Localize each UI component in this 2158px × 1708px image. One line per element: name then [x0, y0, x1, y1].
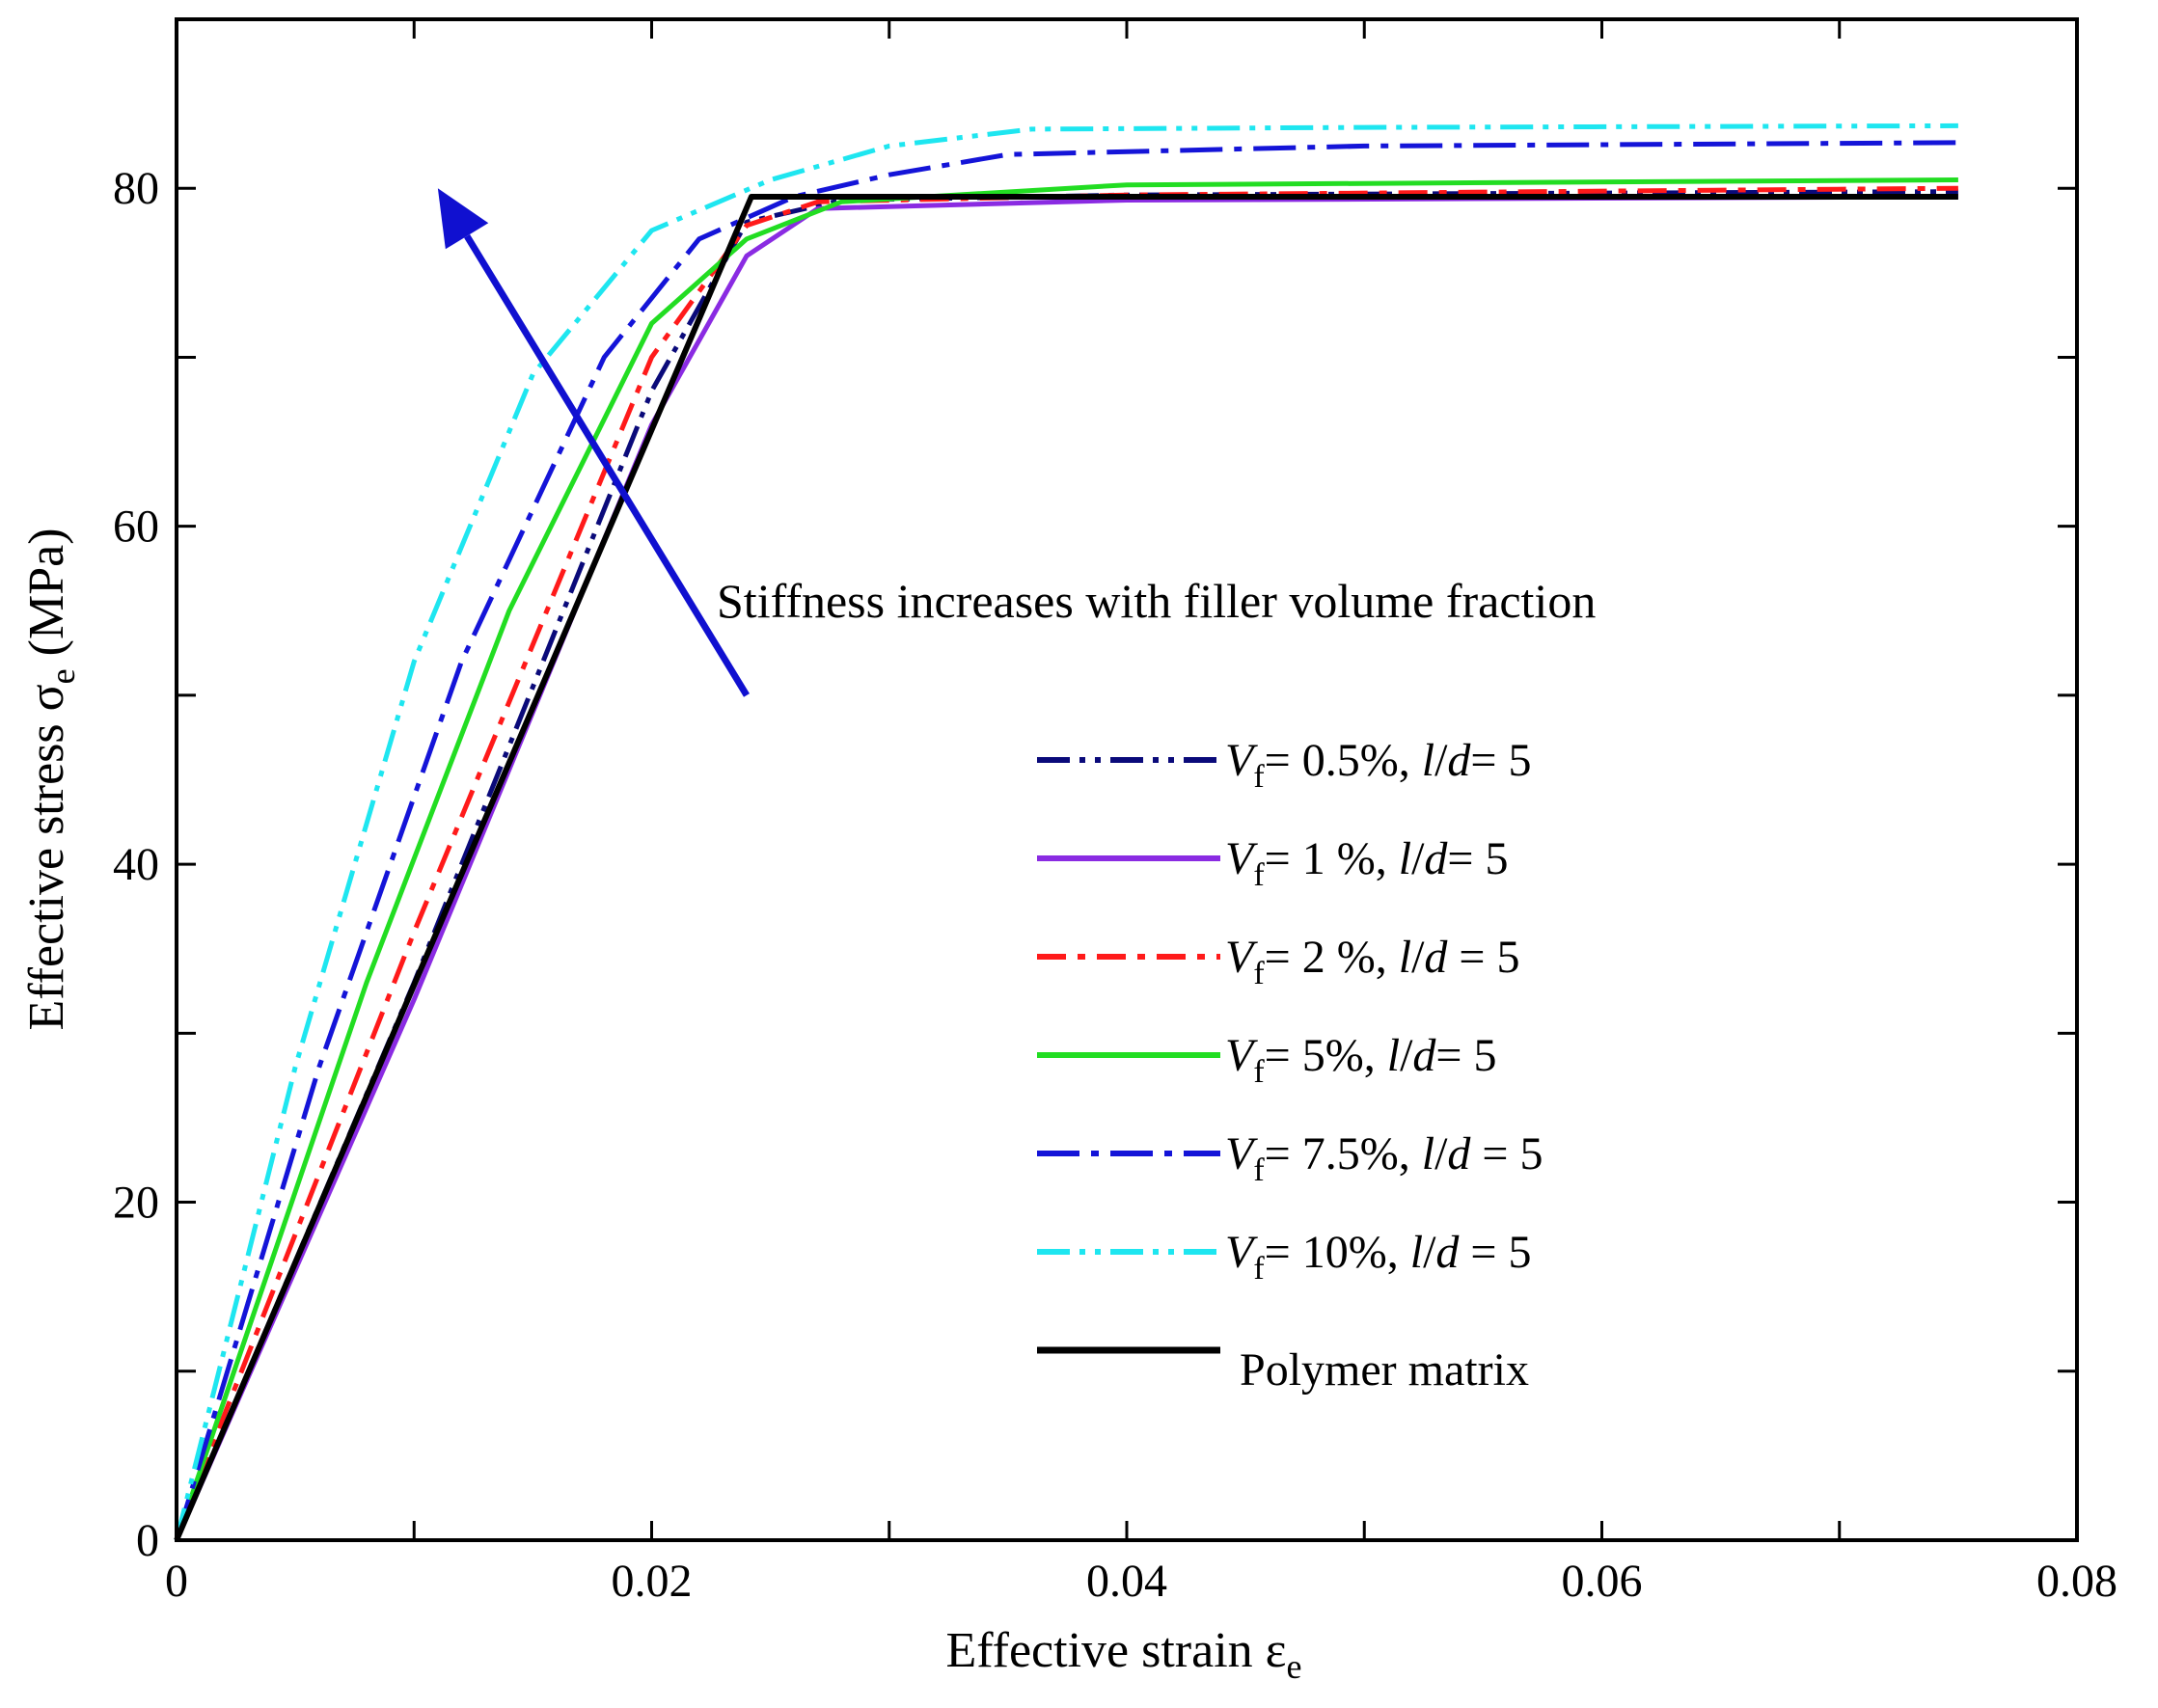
series-layer — [174, 122, 1958, 1542]
y-tick-label: 60 — [113, 502, 159, 553]
legend: Vf= 0.5%, l/d= 5 Vf= 1 %, l/d= 5 Vf= 2 %, … — [1037, 735, 1543, 1396]
y-axis-title: Effective stress σe (MPa) — [19, 528, 82, 1030]
legend-entry: Vf= 1 %, l/d= 5 — [1225, 833, 1508, 893]
legend-entry: Vf= 5%, l/d= 5 — [1225, 1030, 1496, 1090]
y-tick-label: 20 — [113, 1178, 159, 1229]
x-tick-label: 0.04 — [1086, 1556, 1167, 1607]
legend-entry: Vf= 0.5%, l/d= 5 — [1225, 735, 1531, 795]
axis-ticks: 0 0.02 0.04 0.06 0.08 0 20 40 60 80 — [113, 17, 2117, 1607]
series-line — [174, 185, 1958, 1541]
series-line — [174, 177, 1958, 1541]
x-tick-label: 0 — [165, 1556, 188, 1607]
x-tick-label: 0.08 — [2036, 1556, 2117, 1607]
arrow-shaft — [464, 233, 750, 697]
legend-entry: Vf= 2 %, l/d = 5 — [1225, 932, 1519, 991]
x-tick-label: 0.06 — [1562, 1556, 1643, 1607]
series-line — [174, 194, 1958, 1542]
legend-entry: Vf= 10%, l/d = 5 — [1225, 1227, 1531, 1287]
y-tick-label: 80 — [113, 163, 159, 214]
legend-entry: Vf= 7.5%, l/d = 5 — [1225, 1128, 1543, 1188]
y-tick-label: 0 — [136, 1515, 159, 1566]
x-tick-label: 0.02 — [612, 1556, 693, 1607]
legend-entry: Polymer matrix — [1240, 1344, 1529, 1396]
series-line — [174, 122, 1958, 1541]
series-line — [174, 140, 1958, 1541]
annotation-arrow — [437, 188, 750, 697]
y-tick-label: 40 — [113, 839, 159, 890]
series-line — [174, 194, 1958, 1542]
annotation-text: Stiffness increases with filler volume f… — [717, 574, 1596, 628]
x-axis-title: Effective strain εe — [946, 1623, 1302, 1686]
arrow-head — [437, 188, 489, 250]
